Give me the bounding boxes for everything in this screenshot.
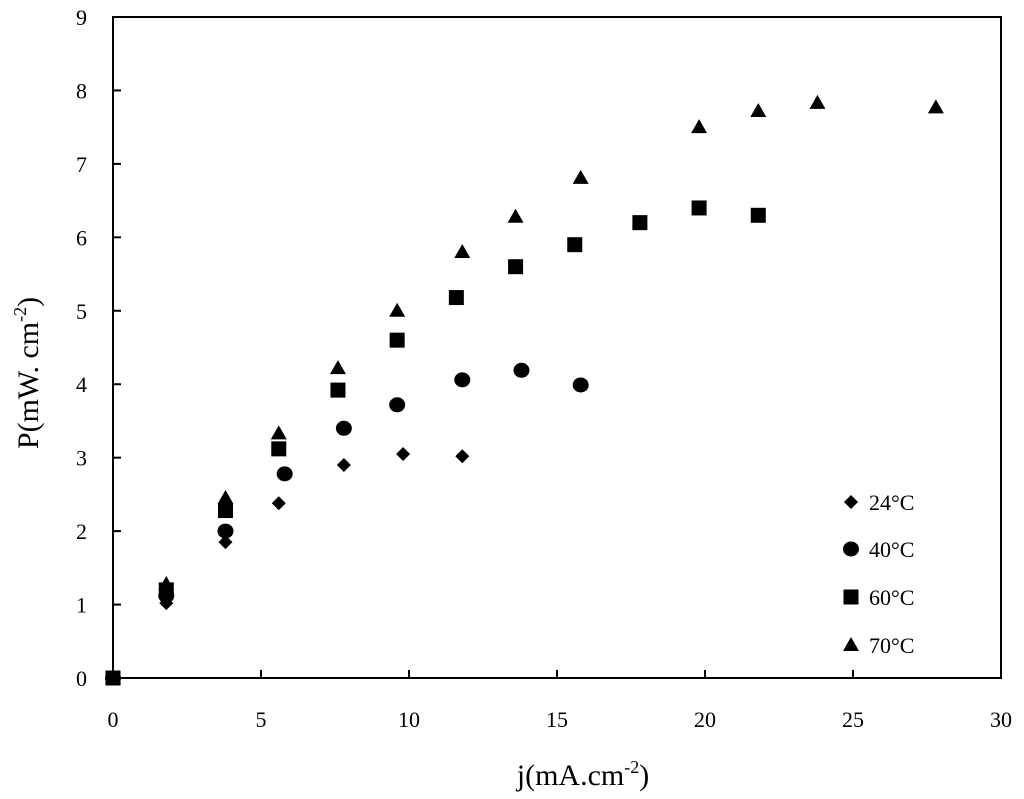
- legend-marker-diamond: [844, 495, 858, 509]
- point-triangle-70C: [507, 208, 524, 223]
- x-axis-title-end: ): [639, 759, 649, 792]
- y-tick-label: 2: [76, 519, 87, 544]
- point-triangle-70C: [927, 99, 944, 114]
- point-square-60C: [632, 215, 648, 231]
- point-square-60C: [567, 237, 583, 253]
- point-square-60C: [271, 441, 287, 457]
- point-triangle-70C: [158, 575, 175, 590]
- point-diamond-24C: [396, 446, 411, 461]
- y-tick-label: 4: [76, 372, 87, 397]
- point-triangle-70C: [105, 670, 121, 684]
- y-tick-label: 0: [76, 666, 87, 691]
- point-square-60C: [389, 332, 405, 348]
- legend-label: 24°C: [869, 490, 914, 515]
- point-square-60C: [448, 290, 464, 306]
- point-triangle-70C: [454, 244, 471, 259]
- point-diamond-24C: [336, 458, 351, 473]
- data-points: [105, 94, 944, 686]
- x-tick-label: 25: [842, 707, 864, 732]
- point-diamond-24C: [218, 535, 233, 550]
- x-axis-title: j(mA.cm-2): [516, 757, 649, 792]
- x-tick-label: 0: [108, 707, 119, 732]
- y-axis-title-main: P(mW. cm: [12, 322, 45, 449]
- y-axis-title-end: ): [12, 297, 45, 307]
- point-square-60C: [750, 207, 766, 223]
- x-tick-label: 15: [546, 707, 568, 732]
- point-square-60C: [691, 200, 707, 216]
- y-tick-label: 3: [76, 446, 87, 471]
- x-axis-ticks: 0 5 10 15 20 25 30: [108, 670, 1012, 732]
- point-triangle-70C: [572, 169, 589, 184]
- point-circle-40C: [217, 523, 234, 539]
- legend-label: 70°C: [869, 633, 914, 658]
- point-triangle-70C: [389, 302, 406, 317]
- point-circle-40C: [572, 377, 589, 393]
- y-axis-title: P(mW. cm-2): [10, 297, 45, 449]
- point-square-60C: [508, 259, 524, 275]
- y-axis-title-sup: -2: [10, 307, 30, 322]
- point-circle-40C: [276, 466, 293, 482]
- point-triangle-70C: [329, 360, 346, 375]
- point-circle-40C: [335, 420, 352, 436]
- x-axis-title-main: j(mA.cm: [516, 759, 624, 792]
- point-triangle-70C: [217, 490, 234, 505]
- x-tick-label: 5: [256, 707, 267, 732]
- point-triangle-70C: [809, 94, 826, 109]
- y-tick-label: 7: [76, 152, 87, 177]
- legend-label: 40°C: [869, 537, 914, 562]
- y-tick-label: 8: [76, 78, 87, 103]
- y-tick-label: 9: [76, 5, 87, 30]
- point-square-60C: [217, 503, 233, 519]
- y-tick-label: 5: [76, 299, 87, 324]
- point-square-60C: [330, 382, 346, 398]
- y-tick-label: 6: [76, 225, 87, 250]
- x-tick-label: 10: [398, 707, 420, 732]
- legend-marker-triangle: [843, 637, 859, 651]
- point-circle-40C: [389, 397, 406, 413]
- point-triangle-70C: [750, 103, 767, 118]
- legend-marker-circle: [843, 541, 859, 557]
- point-triangle-70C: [270, 425, 287, 440]
- point-circle-40C: [513, 362, 530, 378]
- plot-area-frame: [112, 16, 1002, 679]
- x-tick-label: 20: [694, 707, 716, 732]
- point-diamond-24C: [455, 449, 470, 464]
- legend-label: 60°C: [869, 585, 914, 610]
- y-axis-ticks: 0 1 2 3 4 5 6 7 8 9: [76, 5, 121, 691]
- legend-marker-square: [843, 589, 859, 605]
- x-tick-label: 30: [990, 707, 1012, 732]
- legend: 24°C 40°C 60°C 70°C: [843, 490, 914, 658]
- x-axis-title-sup: -2: [624, 757, 639, 777]
- point-triangle-70C: [691, 119, 708, 134]
- point-circle-40C: [454, 372, 471, 388]
- point-diamond-24C: [271, 496, 286, 511]
- y-tick-label: 1: [76, 593, 87, 618]
